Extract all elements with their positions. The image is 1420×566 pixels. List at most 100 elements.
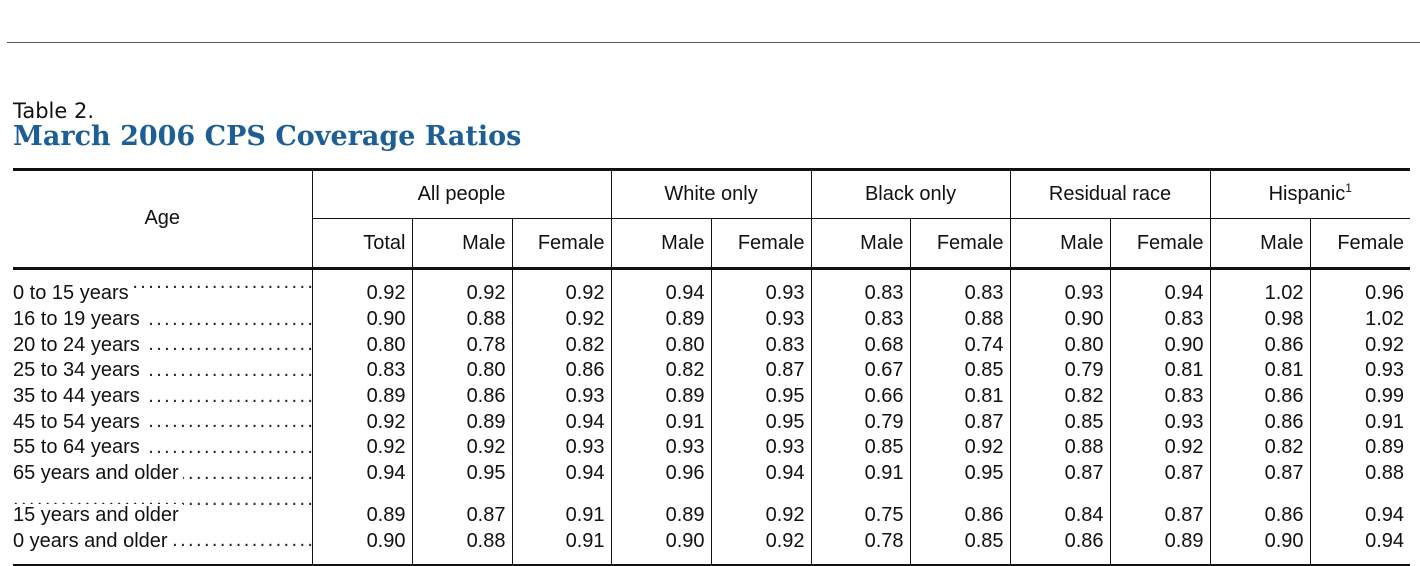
value-cell: 0.93 [611,435,711,461]
row-label: 0 to 15 years [13,282,133,304]
value-cell: 0.86 [512,358,611,384]
value-cell: 0.91 [611,409,711,435]
age-header: Age [13,170,312,269]
value-cell: 0.99 [1310,384,1410,410]
top-rule [7,42,1420,43]
value-cell: 0.82 [1210,435,1310,461]
value-cell: 0.80 [312,332,412,358]
value-cell: 0.82 [611,358,711,384]
value-cell: 0.92 [312,409,412,435]
col-header: Female [1310,219,1410,269]
value-cell: 0.92 [412,269,512,307]
col-header: Total [312,219,412,269]
value-cell: 0.92 [512,307,611,333]
value-cell: 0.80 [412,358,512,384]
row-label: 55 to 64 years [13,436,144,458]
col-header: Male [611,219,711,269]
value-cell: 0.87 [1110,487,1210,529]
value-cell: 0.81 [1210,358,1310,384]
table-row: ........................................… [13,269,1410,307]
value-cell: 0.87 [711,358,811,384]
value-cell: 0.79 [1010,358,1110,384]
value-cell: 0.68 [811,332,910,358]
value-cell: 0.86 [1210,384,1310,410]
value-cell: 0.83 [811,307,910,333]
value-cell: 0.85 [910,358,1010,384]
value-cell: 0.90 [1010,307,1110,333]
table-title: March 2006 CPS Coverage Ratios [13,120,521,154]
table-row: ........................................… [13,435,1410,461]
value-cell: 0.87 [1210,461,1310,487]
col-header: Male [1010,219,1110,269]
value-cell: 0.94 [512,409,611,435]
value-cell: 0.93 [711,435,811,461]
value-cell: 0.89 [1110,528,1210,565]
value-cell: 0.90 [312,528,412,565]
value-cell: 0.93 [1010,269,1110,307]
value-cell: 0.88 [1310,461,1410,487]
row-label-cell: ........................................… [13,269,312,307]
row-label-cell: ........................................… [13,332,312,358]
row-label: 20 to 24 years [13,334,144,356]
col-header: Female [1110,219,1210,269]
value-cell: 0.83 [312,358,412,384]
col-header: Male [1210,219,1310,269]
value-cell: 0.92 [412,435,512,461]
table-row: ........................................… [13,332,1410,358]
col-header: Female [512,219,611,269]
value-cell: 0.85 [910,528,1010,565]
value-cell: 0.96 [611,461,711,487]
value-cell: 0.96 [1310,269,1410,307]
value-cell: 1.02 [1210,269,1310,307]
value-cell: 0.89 [412,409,512,435]
value-cell: 0.93 [711,269,811,307]
value-cell: 0.89 [611,487,711,529]
row-label-cell: ........................................… [13,435,312,461]
value-cell: 0.67 [811,358,910,384]
value-cell: 0.94 [711,461,811,487]
coverage-ratios-table: Age All people White only Black only Res… [13,168,1410,566]
value-cell: 0.92 [312,435,412,461]
value-cell: 0.74 [910,332,1010,358]
value-cell: 0.81 [910,384,1010,410]
value-cell: 0.80 [1010,332,1110,358]
value-cell: 0.94 [1110,269,1210,307]
row-label: 0 years and older [13,530,172,552]
value-cell: 0.94 [611,269,711,307]
group-header-white-only: White only [611,170,811,219]
row-label: 35 to 44 years [13,385,144,407]
value-cell: 0.90 [1210,528,1310,565]
value-cell: 0.89 [312,487,412,529]
col-header: Male [811,219,910,269]
value-cell: 0.95 [412,461,512,487]
value-cell: 0.86 [412,384,512,410]
value-cell: 0.91 [811,461,910,487]
value-cell: 0.98 [1210,307,1310,333]
footnote-marker: 1 [1345,181,1352,195]
value-cell: 0.92 [711,487,811,529]
value-cell: 0.92 [910,435,1010,461]
value-cell: 0.92 [512,269,611,307]
row-label: 16 to 19 years [13,308,144,330]
value-cell: 0.75 [811,487,910,529]
col-header: Male [412,219,512,269]
value-cell: 0.83 [1110,384,1210,410]
value-cell: 0.88 [412,307,512,333]
row-label-cell: ........................................… [13,358,312,384]
value-cell: 0.90 [1110,332,1210,358]
value-cell: 0.93 [512,435,611,461]
table-body: ........................................… [13,269,1410,565]
value-cell: 0.85 [1010,409,1110,435]
value-cell: 0.83 [1110,307,1210,333]
value-cell: 0.80 [611,332,711,358]
value-cell: 0.83 [910,269,1010,307]
value-cell: 0.94 [312,461,412,487]
row-label-cell: ........................................… [13,528,312,565]
table-row: ........................................… [13,307,1410,333]
row-label-cell: ........................................… [13,384,312,410]
value-cell: 0.66 [811,384,910,410]
table-row: ........................................… [13,409,1410,435]
value-cell: 0.95 [910,461,1010,487]
value-cell: 0.95 [711,384,811,410]
table-row: ........................................… [13,384,1410,410]
